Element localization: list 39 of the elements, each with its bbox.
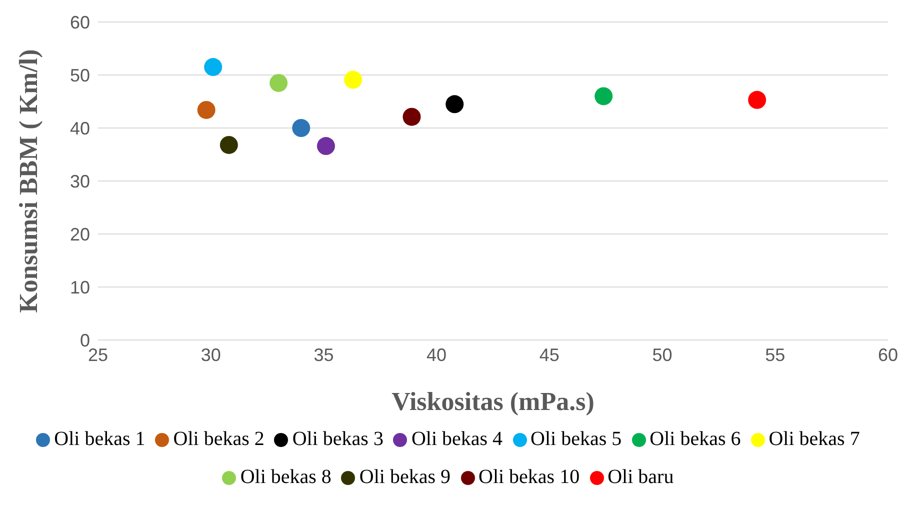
point bbox=[270, 74, 288, 92]
y-tick-label: 40 bbox=[70, 118, 90, 138]
legend-label: Oli bekas 10 bbox=[478, 466, 580, 488]
legend-label: Oli baru bbox=[608, 466, 674, 488]
legend-label: Oli bekas 4 bbox=[411, 428, 503, 450]
point bbox=[197, 100, 216, 119]
legend-label: Oli bekas 2 bbox=[173, 428, 264, 450]
point bbox=[344, 70, 362, 89]
point bbox=[204, 58, 222, 76]
point bbox=[402, 108, 421, 126]
y-tick-label: 20 bbox=[70, 224, 90, 244]
point bbox=[220, 136, 238, 154]
x-tick-label: 25 bbox=[88, 344, 108, 365]
x-tick-label: 50 bbox=[652, 344, 672, 365]
x-tick-label: 30 bbox=[200, 344, 221, 365]
point bbox=[316, 137, 335, 156]
y-tick-label: 30 bbox=[70, 171, 90, 192]
y-tick-label: 10 bbox=[70, 277, 90, 298]
point bbox=[748, 90, 766, 109]
x-tick-label: 45 bbox=[539, 344, 560, 365]
y-axis-title: Konsumsi BBM ( Km/l) bbox=[14, 49, 44, 313]
y-tick-label: 60 bbox=[70, 12, 90, 32]
legend-label: Oli bekas 1 bbox=[54, 428, 146, 450]
point bbox=[594, 87, 613, 106]
y-tick-label: 0 bbox=[80, 330, 90, 350]
legend-label: Oli bekas 7 bbox=[768, 428, 860, 450]
point bbox=[446, 95, 464, 114]
point bbox=[292, 119, 310, 137]
legend-label: Oli bekas 8 bbox=[240, 466, 332, 488]
x-tick-label: 40 bbox=[426, 344, 447, 365]
legend-label: Oli bekas 3 bbox=[292, 428, 384, 450]
x-tick-label: 60 bbox=[878, 344, 898, 365]
legend-label: Oli bekas 5 bbox=[530, 428, 622, 450]
y-tick-label: 50 bbox=[70, 65, 90, 86]
x-tick-label: 55 bbox=[765, 344, 786, 365]
x-tick-label: 35 bbox=[314, 344, 334, 365]
x-axis-title: Viskositas (mPa.s) bbox=[392, 387, 594, 416]
legend-label: Oli bekas 9 bbox=[359, 466, 450, 488]
legend-label: Oli bekas 6 bbox=[650, 428, 741, 450]
